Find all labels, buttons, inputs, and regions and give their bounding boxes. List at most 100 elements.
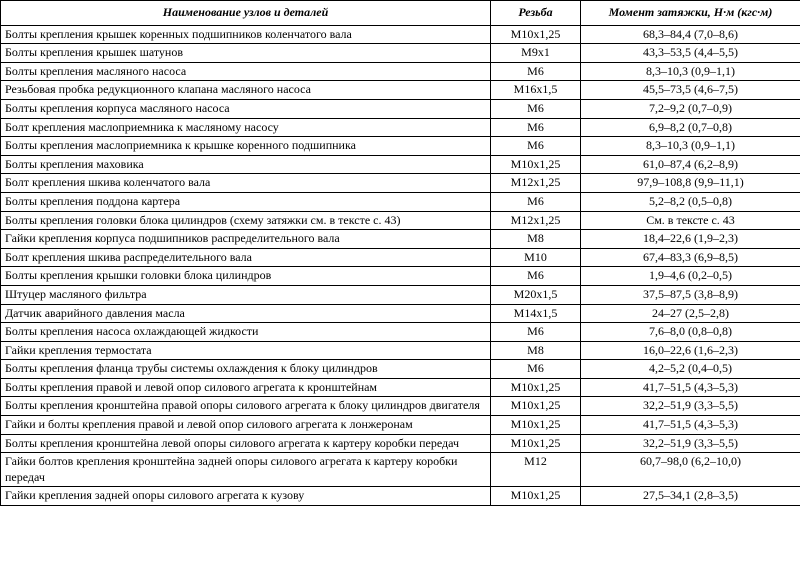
table-row: Гайки и болты крепления правой и левой о… [1, 416, 800, 435]
cell-name: Гайки и болты крепления правой и левой о… [1, 416, 491, 435]
cell-name: Болт крепления шкива коленчатого вала [1, 174, 491, 193]
table-row: Датчик аварийного давления маслаМ14х1,52… [1, 304, 800, 323]
table-row: Болты крепления маслоприемника к крышке … [1, 137, 800, 156]
cell-name: Болт крепления шкива распределительного … [1, 248, 491, 267]
table-row: Болты крепления масляного насосаМ68,3–10… [1, 62, 800, 81]
cell-torque: 45,5–73,5 (4,6–7,5) [581, 81, 800, 100]
cell-torque: 41,7–51,5 (4,3–5,3) [581, 378, 800, 397]
cell-name: Гайки крепления задней опоры силового аг… [1, 487, 491, 506]
cell-torque: 8,3–10,3 (0,9–1,1) [581, 62, 800, 81]
table-row: Болты крепления правой и левой опор сило… [1, 378, 800, 397]
cell-thread: М10х1,25 [491, 25, 581, 44]
table-header-row: Наименование узлов и деталей Резьба Моме… [1, 1, 800, 26]
cell-thread: М6 [491, 192, 581, 211]
cell-torque: 32,2–51,9 (3,3–5,5) [581, 434, 800, 453]
cell-thread: М12 [491, 453, 581, 487]
cell-torque: 1,9–4,6 (0,2–0,5) [581, 267, 800, 286]
table-row: Болты крепления головки блока цилиндров … [1, 211, 800, 230]
cell-torque: 43,3–53,5 (4,4–5,5) [581, 44, 800, 63]
table-row: Болты крепления крышки головки блока цил… [1, 267, 800, 286]
cell-torque: 4,2–5,2 (0,4–0,5) [581, 360, 800, 379]
cell-thread: М6 [491, 118, 581, 137]
cell-name: Болты крепления поддона картера [1, 192, 491, 211]
cell-name: Болты крепления крышки головки блока цил… [1, 267, 491, 286]
cell-torque: 37,5–87,5 (3,8–8,9) [581, 285, 800, 304]
table-row: Болты крепления крышек коренных подшипни… [1, 25, 800, 44]
cell-thread: М10х1,25 [491, 378, 581, 397]
cell-thread: М6 [491, 62, 581, 81]
col-torque: Момент затяжки, Н·м (кгс·м) [581, 1, 800, 26]
col-thread: Резьба [491, 1, 581, 26]
table-row: Гайки крепления корпуса подшипников расп… [1, 230, 800, 249]
cell-name: Болты крепления кронштейна правой опоры … [1, 397, 491, 416]
table-row: Гайки болтов крепления кронштейна задней… [1, 453, 800, 487]
torque-table: Наименование узлов и деталей Резьба Моме… [0, 0, 800, 506]
cell-torque: 7,2–9,2 (0,7–0,9) [581, 99, 800, 118]
cell-thread: М12х1,25 [491, 174, 581, 193]
cell-thread: М10 [491, 248, 581, 267]
cell-thread: М8 [491, 230, 581, 249]
cell-torque: 97,9–108,8 (9,9–11,1) [581, 174, 800, 193]
table-row: Болты крепления кронштейна правой опоры … [1, 397, 800, 416]
table-row: Болты крепления корпуса масляного насоса… [1, 99, 800, 118]
table-row: Болты крепления кронштейна левой опоры с… [1, 434, 800, 453]
cell-torque: 27,5–34,1 (2,8–3,5) [581, 487, 800, 506]
cell-name: Болты крепления крышек коренных подшипни… [1, 25, 491, 44]
cell-name: Болты крепления маслоприемника к крышке … [1, 137, 491, 156]
cell-torque: 32,2–51,9 (3,3–5,5) [581, 397, 800, 416]
table-row: Гайки крепления задней опоры силового аг… [1, 487, 800, 506]
cell-thread: М10х1,25 [491, 397, 581, 416]
cell-name: Датчик аварийного давления масла [1, 304, 491, 323]
table-row: Резьбовая пробка редукционного клапана м… [1, 81, 800, 100]
cell-name: Болты крепления правой и левой опор сило… [1, 378, 491, 397]
cell-thread: М8 [491, 341, 581, 360]
cell-name: Болт крепления маслоприемника к масляном… [1, 118, 491, 137]
cell-torque: 68,3–84,4 (7,0–8,6) [581, 25, 800, 44]
table-row: Болты крепления фланца трубы системы охл… [1, 360, 800, 379]
cell-name: Резьбовая пробка редукционного клапана м… [1, 81, 491, 100]
cell-torque: 6,9–8,2 (0,7–0,8) [581, 118, 800, 137]
table-row: Болт крепления шкива распределительного … [1, 248, 800, 267]
cell-thread: М6 [491, 99, 581, 118]
cell-name: Болты крепления маховика [1, 155, 491, 174]
cell-name: Болты крепления кронштейна левой опоры с… [1, 434, 491, 453]
cell-thread: М20х1,5 [491, 285, 581, 304]
cell-name: Болты крепления фланца трубы системы охл… [1, 360, 491, 379]
cell-name: Болты крепления крышек шатунов [1, 44, 491, 63]
cell-thread: М16х1,5 [491, 81, 581, 100]
cell-thread: М10х1,25 [491, 416, 581, 435]
cell-torque: См. в тексте с. 43 [581, 211, 800, 230]
cell-torque: 18,4–22,6 (1,9–2,3) [581, 230, 800, 249]
cell-name: Гайки болтов крепления кронштейна задней… [1, 453, 491, 487]
cell-name: Болты крепления головки блока цилиндров … [1, 211, 491, 230]
cell-name: Гайки крепления корпуса подшипников расп… [1, 230, 491, 249]
cell-thread: М10х1,25 [491, 155, 581, 174]
cell-name: Штуцер масляного фильтра [1, 285, 491, 304]
cell-torque: 41,7–51,5 (4,3–5,3) [581, 416, 800, 435]
cell-thread: М10х1,25 [491, 487, 581, 506]
cell-thread: М6 [491, 323, 581, 342]
table-row: Болты крепления поддона картераМ65,2–8,2… [1, 192, 800, 211]
cell-torque: 16,0–22,6 (1,6–2,3) [581, 341, 800, 360]
cell-thread: М6 [491, 137, 581, 156]
table-row: Болты крепления крышек шатуновМ9х143,3–5… [1, 44, 800, 63]
cell-thread: М12х1,25 [491, 211, 581, 230]
cell-name: Гайки крепления термостата [1, 341, 491, 360]
table-row: Болт крепления шкива коленчатого валаМ12… [1, 174, 800, 193]
cell-thread: М6 [491, 267, 581, 286]
table-row: Болты крепления насоса охлаждающей жидко… [1, 323, 800, 342]
cell-name: Болты крепления насоса охлаждающей жидко… [1, 323, 491, 342]
cell-thread: М14х1,5 [491, 304, 581, 323]
cell-torque: 60,7–98,0 (6,2–10,0) [581, 453, 800, 487]
table-row: Болты крепления маховикаМ10х1,2561,0–87,… [1, 155, 800, 174]
cell-torque: 67,4–83,3 (6,9–8,5) [581, 248, 800, 267]
table-row: Болт крепления маслоприемника к масляном… [1, 118, 800, 137]
cell-name: Болты крепления масляного насоса [1, 62, 491, 81]
table-row: Штуцер масляного фильтраМ20х1,537,5–87,5… [1, 285, 800, 304]
table-row: Гайки крепления термостатаМ816,0–22,6 (1… [1, 341, 800, 360]
cell-torque: 5,2–8,2 (0,5–0,8) [581, 192, 800, 211]
cell-thread: М6 [491, 360, 581, 379]
cell-thread: М9х1 [491, 44, 581, 63]
col-name: Наименование узлов и деталей [1, 1, 491, 26]
cell-torque: 7,6–8,0 (0,8–0,8) [581, 323, 800, 342]
